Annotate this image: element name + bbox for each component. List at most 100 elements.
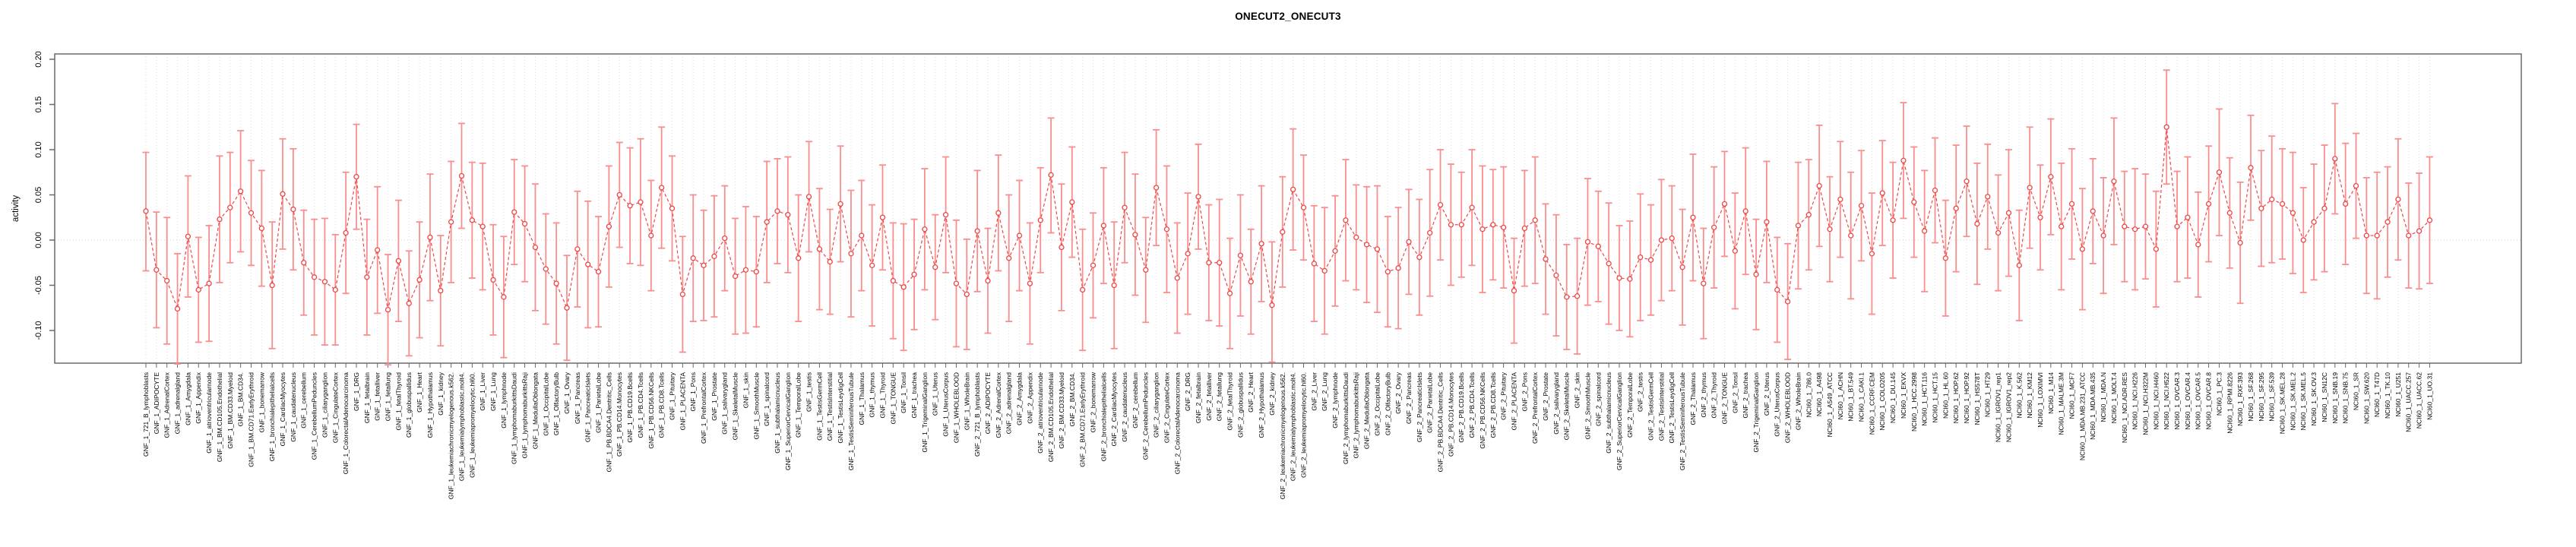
mean-point — [595, 268, 602, 275]
y-axis-ticks — [49, 58, 55, 331]
mean-point — [2374, 232, 2380, 239]
x-tick-label: GNF_2_721_B_lymphoblasts — [973, 372, 981, 457]
x-tick-label: GNF_1_fetalliver — [374, 372, 381, 421]
mean-point — [1732, 248, 1739, 254]
mean-point — [659, 185, 665, 191]
mean-point — [1237, 252, 1244, 258]
y-tick-label: -0.05 — [34, 276, 43, 295]
mean-point — [1764, 219, 1770, 225]
mean-point — [879, 214, 886, 220]
mean-point — [2079, 246, 2086, 252]
mean-point — [2406, 232, 2412, 239]
mean-point — [438, 287, 444, 294]
x-tick-label: GNF_1_fetalbrain — [363, 372, 371, 423]
mean-point — [395, 258, 402, 264]
x-tick-label: GNF_1_fetallung — [385, 372, 392, 422]
x-tick-label: NCI60_1_SW.620 — [2362, 372, 2370, 424]
x-tick-label: GNF_2_kidney — [1268, 372, 1276, 415]
mean-point — [406, 300, 412, 306]
x-tick-label: GNF_1_fetalThyroid — [394, 372, 402, 431]
x-tick-label: GNF_2_WholeBrain — [1794, 372, 1802, 430]
mean-point — [869, 262, 875, 268]
mean-point — [1900, 157, 1907, 163]
mean-point — [837, 201, 843, 207]
y-axis-title: activity — [11, 195, 21, 222]
mean-point — [1300, 204, 1307, 210]
x-tick-label: GNF_1_BM.CD33.Myeloid — [226, 372, 234, 449]
mean-point — [2385, 219, 2391, 225]
mean-point — [1479, 226, 1486, 232]
x-tick-label: GNF_1_Thyroid — [878, 372, 886, 419]
x-tick-label: NCI60_1_SK.MEL.5 — [2299, 372, 2307, 431]
x-tick-label: GNF_1_BM.CD71.EarlyErythroid — [247, 372, 255, 467]
x-tick-label: GNF_1_OccipitalLobe — [542, 372, 549, 436]
x-tick-label: GNF_2_ColorectalAdenocarcinoma — [1173, 372, 1181, 474]
mean-point — [1837, 196, 1843, 203]
x-tick-label: GNF_1_CingulateCortex — [331, 372, 339, 443]
mean-point — [722, 235, 728, 242]
x-tick-label: GNF_2_DRG — [1184, 372, 1191, 411]
mean-point — [521, 220, 528, 227]
x-tick-label: GNF_2_leukemiachronicmyelogenous.k562. — [1279, 372, 1286, 499]
x-tick-label: GNF_2_Pancreas — [1405, 372, 1413, 424]
x-tick-label: NCI60_1_A498 — [1815, 372, 1823, 416]
x-tick-label: GNF_1_atrioventricularnode — [205, 372, 213, 454]
x-tick-label: GNF_1_spinalcord — [763, 372, 771, 426]
x-tick-label: GNF_1_ADIPOCYTE — [153, 372, 160, 435]
mean-point — [574, 246, 581, 252]
x-tick-label: GNF_2_SuperiorCervicalGanglion — [1616, 372, 1623, 470]
x-tick-label: GNF_1_PancreaticIslets — [584, 372, 592, 442]
mean-point — [2205, 201, 2212, 207]
x-tick-label: GNF_2_SmoothMuscle — [1584, 372, 1591, 440]
mean-point — [1469, 204, 1475, 210]
mean-point — [1437, 201, 1444, 208]
mean-point — [2090, 208, 2096, 214]
x-tick-label: NCI60_1_OVCAR.3 — [2173, 372, 2181, 430]
x-tick-label: NCI60_1_KM12 — [2026, 372, 2033, 419]
x-tick-label: GNF_1_TestisLeydigCell — [837, 372, 844, 444]
x-tick-label: NCI60_1_EKVX — [1900, 372, 1907, 419]
x-tick-label: GNF_1_trachea — [910, 372, 918, 419]
x-tick-label: NCI60_1_RPMI.8226 — [2226, 372, 2233, 434]
x-tick-label: GNF_1_PB.CD4.Tcells — [637, 372, 644, 438]
x-tick-label: NCI60_1_SK.MEL.28 — [2279, 372, 2286, 435]
x-tick-label: GNF_1_TONGUE — [889, 372, 897, 425]
x-tick-label: NCI60_1_NCI.H460 — [2152, 372, 2160, 430]
x-tick-label: NCI60_1_ACHN — [1837, 372, 1844, 419]
mean-point — [143, 208, 149, 214]
mean-point — [753, 268, 759, 275]
x-tick-label: GNF_1_salivarygland — [721, 372, 729, 435]
x-tick-label: NCI60_1_NCI.H226 — [2131, 372, 2139, 430]
x-tick-label: GNF_2_lymphomaburkittsDaudi — [1342, 372, 1350, 464]
x-tick-label: GNF_2_Pons — [1521, 372, 1528, 412]
mean-point — [1258, 241, 1264, 247]
mean-point — [1290, 186, 1296, 193]
x-tick-label: NCI60_1_SF.539 — [2268, 372, 2276, 422]
mean-point — [1721, 201, 1728, 207]
mean-point — [2300, 237, 2306, 243]
mean-point — [2216, 169, 2223, 175]
x-tick-label: GNF_1_PrefrontalCortex — [700, 372, 707, 444]
x-tick-label: GNF_2_PB.CD4.Tcells — [1468, 372, 1476, 438]
x-tick-label: NCI60_1_NCI.ADR.RES — [2121, 372, 2128, 443]
mean-point — [627, 203, 633, 209]
x-tick-label: GNF_1_kidney — [437, 372, 445, 415]
x-tick-label: GNF_1_globuspallidus — [405, 372, 413, 438]
mean-point — [1564, 294, 1570, 300]
x-tick-label: GNF_1_leukemiachronicmyelogenous.k562. — [448, 372, 455, 499]
x-tick-label: NCI60_1_OVCAR.8 — [2205, 372, 2213, 430]
mean-point — [1890, 217, 1896, 223]
x-tick-label: GNF_1_WholeBrain — [963, 372, 970, 430]
mean-point — [1374, 246, 1381, 252]
y-tick-label: 0.10 — [34, 141, 43, 157]
x-tick-label: GNF_1_PLACENTA — [679, 372, 686, 431]
x-tick-label: GNF_1_PB.CD14.Monocytes — [616, 372, 623, 457]
x-tick-label: GNF_1_leukemiapromyelocytic.hl60. — [468, 372, 476, 478]
mean-point — [1532, 217, 1538, 223]
x-tick-label: GNF_1_BM.CD34. — [237, 372, 245, 426]
mean-point — [1942, 255, 1949, 261]
x-tick-label: NCI60_1_IGROV1_rep1 — [1995, 372, 2002, 442]
x-tick-label: GNF_1_Heart — [416, 372, 423, 413]
mean-point — [416, 277, 422, 283]
mean-point — [2027, 185, 2033, 191]
